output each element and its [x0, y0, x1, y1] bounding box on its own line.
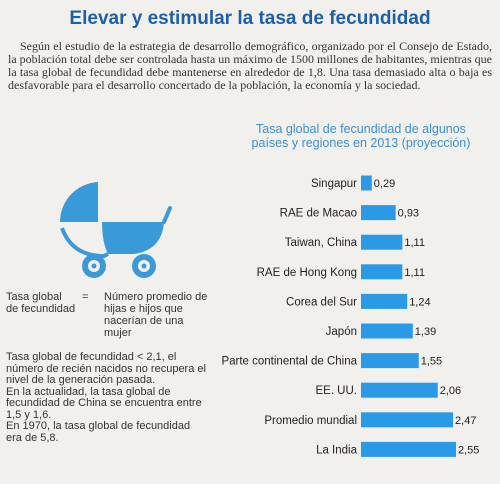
value-label-2: 1,11 — [404, 237, 425, 249]
bar-1 — [361, 205, 396, 221]
notes: Tasa global de fecundidad < 2,1, el núme… — [6, 351, 206, 444]
page-title: Elevar y estimular la tasa de fecundidad — [69, 8, 431, 29]
category-label-5: Japón — [326, 326, 357, 338]
category-label-9: La India — [316, 444, 358, 456]
bar-8 — [361, 412, 454, 428]
category-label-3: RAE de Hong Kong — [257, 267, 357, 279]
value-label-8: 2,47 — [455, 415, 476, 427]
definition-equals: = — [82, 291, 89, 303]
note-3: En 1970, la tasa global de fecundidad er… — [6, 420, 191, 444]
note-2: En la actualidad, la tasa global de fecu… — [6, 385, 202, 421]
category-label-8: Promedio mundial — [264, 415, 357, 427]
chart-title: Tasa global de fecundidad de algunos paí… — [251, 122, 471, 150]
value-label-4: 1,24 — [409, 296, 430, 308]
category-label-2: Taiwan, China — [285, 237, 358, 249]
bar-2 — [361, 234, 403, 250]
category-label-1: RAE de Macao — [280, 208, 357, 220]
value-label-5: 1,39 — [415, 326, 436, 338]
note-1: Tasa global de fecundidad < 2,1, el núme… — [6, 351, 206, 386]
category-label-6: Parte continental de China — [221, 356, 357, 368]
intro-paragraph: Según el estudio de la estrategia de des… — [8, 39, 492, 92]
category-label-4: Corea del Sur — [286, 296, 357, 308]
value-label-6: 1,55 — [421, 356, 442, 368]
baby-stroller-icon — [52, 178, 172, 285]
category-label-0: Singapur — [311, 178, 357, 190]
bar-0 — [361, 175, 372, 191]
bar-9 — [361, 441, 456, 457]
category-label-7: EE. UU. — [315, 385, 357, 397]
value-label-3: 1,11 — [404, 267, 425, 279]
definition-term: Tasa global de fecundidad — [6, 291, 76, 315]
bar-5 — [361, 323, 413, 339]
value-label-7: 2,06 — [440, 385, 461, 397]
bar-7 — [361, 382, 438, 398]
value-label-9: 2,55 — [458, 444, 479, 456]
value-label-0: 0,29 — [374, 178, 395, 190]
bar-4 — [361, 293, 408, 309]
bar-3 — [361, 264, 403, 280]
bar-6 — [361, 353, 419, 369]
definition-meaning: Número promedio de hijas e hijos que nac… — [104, 291, 208, 339]
value-label-1: 0,93 — [398, 208, 419, 220]
